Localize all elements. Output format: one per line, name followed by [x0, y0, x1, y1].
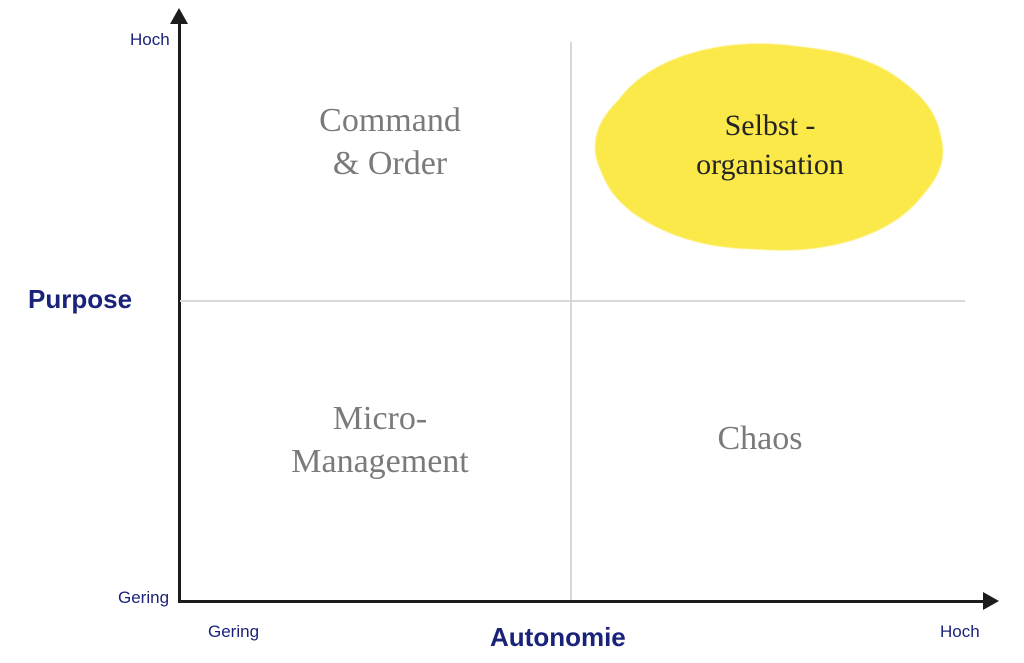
quadrant-bottom-left: Micro- Management	[230, 398, 530, 483]
x-axis-arrow	[983, 592, 999, 610]
x-tick-high: Hoch	[940, 622, 980, 642]
quadrant-top-left: Command & Order	[280, 100, 500, 185]
y-tick-high: Hoch	[130, 30, 170, 50]
x-axis-title: Autonomie	[490, 622, 626, 653]
quadrant-top-right: Selbst - organisation	[670, 106, 870, 184]
mid-horizontal-line	[180, 300, 965, 302]
y-tick-low: Gering	[118, 588, 169, 608]
y-axis-line	[178, 20, 181, 600]
y-axis-arrow	[170, 8, 188, 24]
y-axis-title: Purpose	[28, 284, 132, 315]
x-tick-low: Gering	[208, 622, 259, 642]
quadrant-bottom-right: Chaos	[660, 418, 860, 461]
quadrant-diagram: Purpose Autonomie Hoch Gering Gering Hoc…	[0, 0, 1024, 663]
x-axis-line	[178, 600, 985, 603]
highlight-ellipse: Selbst - organisation	[595, 40, 945, 256]
mid-vertical-line	[570, 42, 572, 600]
